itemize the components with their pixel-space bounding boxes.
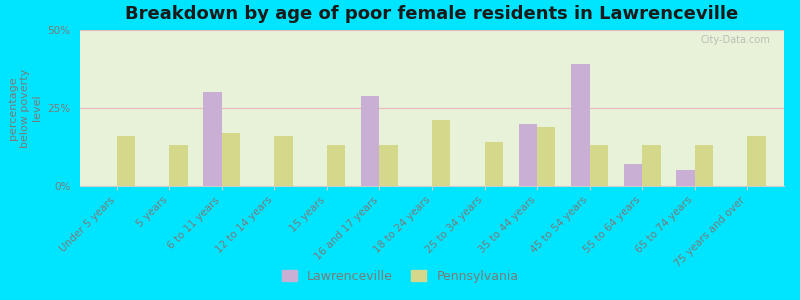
Y-axis label: percentage
below poverty
level: percentage below poverty level bbox=[8, 68, 42, 148]
Bar bbox=[694, 146, 713, 186]
Bar bbox=[590, 146, 608, 186]
Legend: Lawrenceville, Pennsylvania: Lawrenceville, Pennsylvania bbox=[277, 265, 523, 288]
Bar bbox=[432, 121, 450, 186]
Bar bbox=[222, 133, 240, 186]
Bar bbox=[676, 170, 694, 186]
Bar bbox=[274, 136, 293, 186]
Title: Breakdown by age of poor female residents in Lawrenceville: Breakdown by age of poor female resident… bbox=[126, 5, 738, 23]
Bar bbox=[624, 164, 642, 186]
Bar bbox=[485, 142, 503, 186]
Bar bbox=[170, 146, 188, 186]
Bar bbox=[327, 146, 346, 186]
Bar bbox=[518, 124, 537, 186]
Bar bbox=[203, 92, 222, 186]
Bar bbox=[361, 95, 379, 186]
Bar bbox=[747, 136, 766, 186]
Bar bbox=[117, 136, 135, 186]
Bar bbox=[571, 64, 590, 186]
Bar bbox=[379, 146, 398, 186]
Text: City-Data.com: City-Data.com bbox=[700, 35, 770, 45]
Bar bbox=[642, 146, 661, 186]
Bar bbox=[537, 127, 555, 186]
